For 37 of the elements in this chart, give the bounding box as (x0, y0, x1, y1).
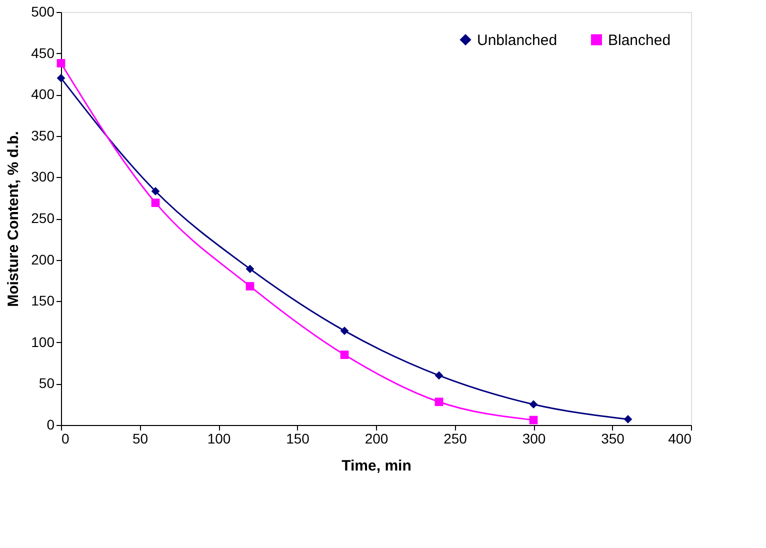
y-tick-label: 400 (31, 86, 55, 102)
x-tick-label: 250 (444, 430, 468, 446)
point (340, 326, 349, 336)
y-tick-label: 250 (31, 210, 55, 226)
point (434, 371, 444, 380)
x-tick-label: 100 (207, 430, 231, 446)
point (434, 398, 444, 406)
y-tick-label: 200 (31, 251, 55, 268)
y-tick-label: 450 (31, 44, 55, 61)
legend-label: Blanched (608, 32, 671, 49)
y-tick-label: 0 (46, 416, 55, 432)
x-tick-label: 200 (364, 430, 388, 446)
point (151, 198, 160, 207)
point (529, 416, 538, 424)
x-tick-label: 400 (668, 430, 692, 446)
point (56, 74, 66, 82)
y-tick-label: 300 (31, 168, 55, 185)
legend-label: Unblanched (477, 32, 558, 49)
y-tick-label: 50 (38, 375, 55, 392)
y-tick-label: 150 (31, 292, 55, 309)
point (246, 282, 254, 290)
point (56, 59, 66, 68)
x-axis-title: Time, min (342, 458, 412, 474)
x-tick-label: 350 (601, 430, 625, 446)
point (624, 415, 632, 424)
x-tick-label: 50 (132, 430, 148, 446)
point (340, 350, 349, 359)
y-tick-label: 100 (31, 334, 55, 350)
point (246, 264, 254, 274)
y-axis-title: Moisture Content, % d.b. (5, 131, 22, 307)
point (151, 187, 160, 196)
point (529, 400, 538, 409)
x-tick-label: 300 (522, 430, 546, 446)
y-tick-label: 500 (31, 4, 55, 20)
x-tick-label: 0 (62, 430, 70, 446)
y-tick-label: 350 (31, 127, 55, 144)
x-tick-label: 150 (286, 430, 310, 446)
